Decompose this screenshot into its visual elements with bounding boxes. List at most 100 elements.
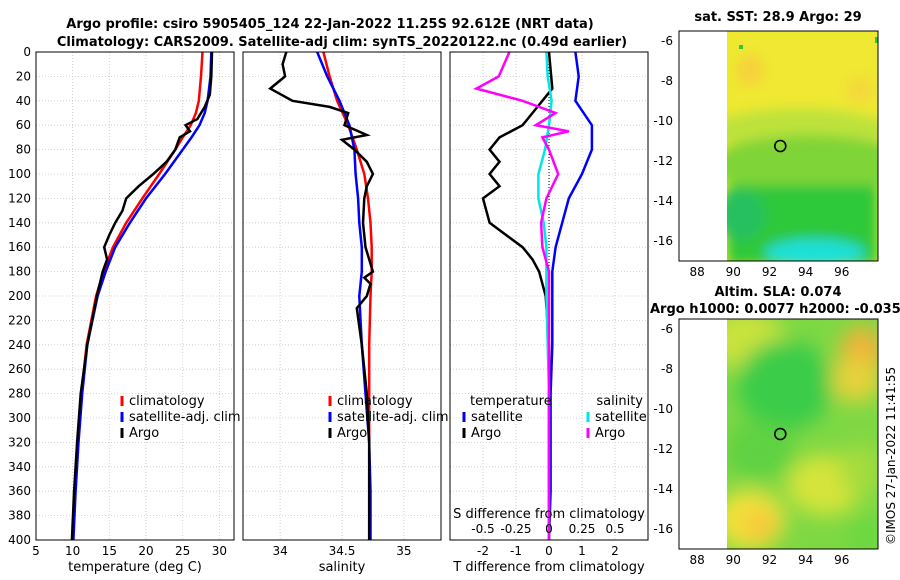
sst-profile-marker bbox=[773, 139, 787, 153]
latitude-tick-label: -6 bbox=[661, 322, 673, 336]
legend-label-climatology: climatology bbox=[337, 394, 413, 409]
latitude-tick-label: -12 bbox=[653, 442, 673, 456]
salinity-xlabel: salinity bbox=[319, 560, 366, 575]
salinity-legend: climatology satellite-adj. clim Argo bbox=[328, 394, 449, 441]
longitude-tick-label: 92 bbox=[762, 265, 777, 279]
depth-tick-label: 280 bbox=[8, 387, 31, 401]
latitude-tick-label: -10 bbox=[653, 402, 673, 416]
longitude-tick-label: 90 bbox=[726, 265, 741, 279]
legend-label-t-argo: Argo bbox=[471, 426, 501, 441]
difference-panel: -2 -1 0 1 2 -0.5 -0.25 0 0.25 0.5 S difference f… bbox=[449, 51, 649, 575]
depth-tick-label: 320 bbox=[8, 435, 31, 449]
depth-tick-label: 80 bbox=[16, 143, 31, 157]
legend-label-s-argo: Argo bbox=[595, 426, 625, 441]
sst-map-panel: sat. SST: 28.9 Argo: 29 -6 -8 -10 -12 -14 -16… bbox=[653, 10, 879, 279]
legend-title-temperature: temperature bbox=[470, 394, 552, 409]
longitude-tick-label: 94 bbox=[798, 553, 813, 567]
depth-tick-label: 0 bbox=[23, 45, 31, 59]
difference-axes-box bbox=[449, 51, 649, 541]
x-tick-label: 30 bbox=[212, 544, 227, 558]
salinity-panel: 34 34.5 35 salinity climatology satellite-… bbox=[242, 51, 449, 575]
depth-tick-label: 200 bbox=[8, 289, 31, 303]
sst-latitude-ticks: -6 -8 -10 -12 -14 -16 bbox=[653, 34, 673, 248]
latitude-tick-label: -8 bbox=[661, 362, 673, 376]
temperature-legend: climatology satellite-adj. clim Argo bbox=[120, 394, 241, 441]
legend-label-s-satellite: satellite bbox=[595, 410, 647, 425]
temperature-tick-labels: 5 10 15 20 25 30 bbox=[32, 544, 227, 558]
longitude-tick-label: 88 bbox=[689, 265, 704, 279]
depth-tick-label: 300 bbox=[8, 411, 31, 425]
salinity-grid bbox=[243, 51, 441, 541]
legend-label-t-satellite: satellite bbox=[471, 410, 523, 425]
imos-watermark: ©IMOS 27-Jan-2022 11:41:55 bbox=[884, 367, 898, 545]
legend-label-argo: Argo bbox=[129, 426, 159, 441]
salinity-tick-labels: 34 34.5 35 bbox=[272, 544, 411, 558]
sst-map-frame bbox=[678, 30, 879, 262]
t-difference-xlabel: T difference from climatology bbox=[452, 560, 645, 575]
temperature-xlabel: temperature (deg C) bbox=[68, 560, 202, 575]
latitude-tick-label: -14 bbox=[653, 194, 673, 208]
s-difference-tick-labels: -0.5 -0.25 0 0.25 0.5 bbox=[471, 522, 624, 536]
x-tick-label: -2 bbox=[477, 544, 489, 558]
s-difference-label: S difference from climatology bbox=[453, 507, 645, 522]
salinity-argo-line bbox=[267, 52, 375, 540]
temperature-grid bbox=[35, 51, 234, 541]
sla-map-frame bbox=[678, 318, 879, 550]
longitude-tick-label: 88 bbox=[689, 553, 704, 567]
latitude-tick-label: -10 bbox=[653, 114, 673, 128]
longitude-tick-label: 96 bbox=[834, 265, 849, 279]
legend-title-salinity: salinity bbox=[596, 394, 643, 409]
latitude-tick-label: -6 bbox=[661, 34, 673, 48]
salinity-argo-difference-line bbox=[473, 52, 570, 540]
x-tick-label: 5 bbox=[32, 544, 40, 558]
depth-tick-label: 60 bbox=[16, 118, 31, 132]
sla-map-title-line2: Argo h1000: 0.0077 h2000: -0.035 bbox=[650, 302, 900, 317]
s-tick-label: -0.25 bbox=[500, 522, 531, 536]
t-difference-tick-labels: -2 -1 0 1 2 bbox=[477, 544, 619, 558]
temperature-argo-line bbox=[70, 52, 214, 540]
depth-tick-label: 180 bbox=[8, 265, 31, 279]
sla-map-title-line1: Altim. SLA: 0.074 bbox=[715, 285, 842, 300]
temperature-satellite-difference-line bbox=[547, 52, 594, 540]
x-tick-label: 15 bbox=[102, 544, 117, 558]
sst-heatmap bbox=[727, 31, 878, 261]
x-tick-label: 10 bbox=[65, 544, 80, 558]
depth-tick-label: 340 bbox=[8, 460, 31, 474]
x-tick-label: 35 bbox=[396, 544, 411, 558]
depth-tick-label: 400 bbox=[8, 533, 31, 547]
depth-tick-label: 240 bbox=[8, 338, 31, 352]
figure-title-line1: Argo profile: csiro 5905405_124 22-Jan-2… bbox=[66, 17, 593, 32]
salinity-axes-box bbox=[242, 51, 442, 541]
longitude-tick-label: 94 bbox=[798, 265, 813, 279]
sst-longitude-ticks: 88 90 92 94 96 bbox=[689, 265, 849, 279]
depth-tick-label: 20 bbox=[16, 69, 31, 83]
temperature-panel: 0 20 40 60 80 100 120 140 160 180 200 220 240 260 280 3… bbox=[8, 45, 241, 575]
depth-tick-label: 160 bbox=[8, 240, 31, 254]
s-tick-label: 0 bbox=[545, 522, 553, 536]
x-tick-label: 0 bbox=[545, 544, 553, 558]
x-tick-label: 2 bbox=[611, 544, 619, 558]
latitude-tick-label: -8 bbox=[661, 74, 673, 88]
sst-map-title: sat. SST: 28.9 Argo: 29 bbox=[694, 10, 861, 25]
s-tick-label: -0.5 bbox=[471, 522, 494, 536]
depth-tick-label: 100 bbox=[8, 167, 31, 181]
x-tick-label: 25 bbox=[175, 544, 190, 558]
legend-label-satellite: satellite-adj. clim bbox=[337, 410, 449, 425]
latitude-tick-label: -16 bbox=[653, 234, 673, 248]
x-tick-label: 34 bbox=[272, 544, 287, 558]
depth-tick-label: 40 bbox=[16, 94, 31, 108]
x-tick-label: 34.5 bbox=[329, 544, 356, 558]
legend-label-climatology: climatology bbox=[129, 394, 205, 409]
sla-map-panel: Altim. SLA: 0.074 Argo h1000: 0.0077 h20… bbox=[650, 285, 900, 567]
longitude-tick-label: 92 bbox=[762, 553, 777, 567]
latitude-tick-label: -14 bbox=[653, 482, 673, 496]
x-tick-label: 1 bbox=[578, 544, 586, 558]
longitude-tick-label: 96 bbox=[834, 553, 849, 567]
sla-latitude-ticks: -6 -8 -10 -12 -14 -16 bbox=[653, 322, 673, 536]
depth-tick-label: 120 bbox=[8, 191, 31, 205]
sla-profile-marker bbox=[773, 427, 787, 441]
depth-tick-label: 260 bbox=[8, 362, 31, 376]
difference-legend: temperature satellite Argo salinity sate… bbox=[462, 394, 647, 441]
s-tick-label: 0.5 bbox=[605, 522, 624, 536]
